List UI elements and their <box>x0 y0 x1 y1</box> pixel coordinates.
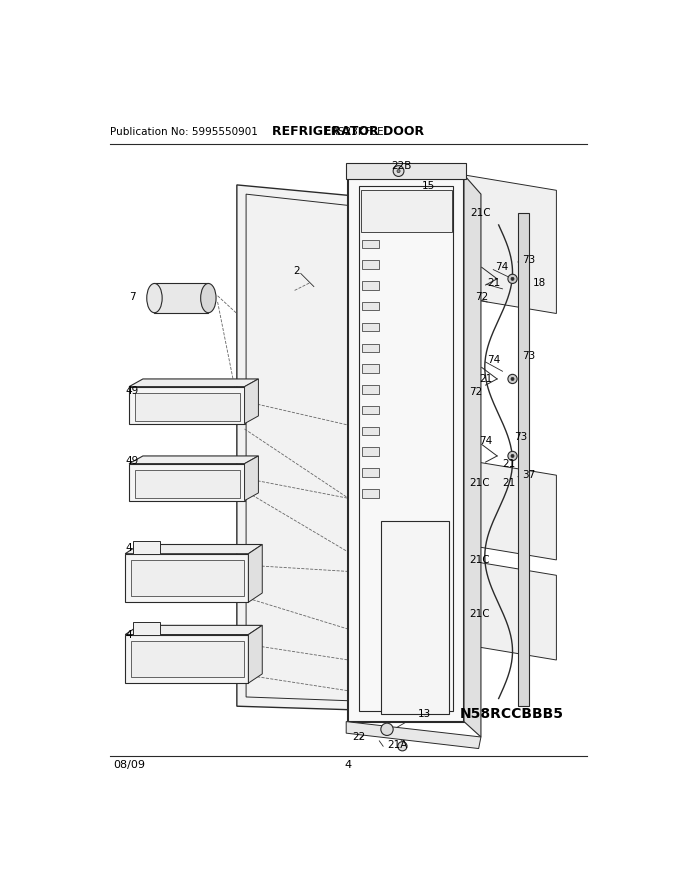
Text: 2: 2 <box>293 266 300 276</box>
Bar <box>362 364 379 373</box>
Circle shape <box>508 374 517 384</box>
Text: 21: 21 <box>487 278 500 288</box>
Bar <box>518 213 528 706</box>
Polygon shape <box>464 175 556 313</box>
Bar <box>362 260 379 269</box>
Circle shape <box>511 454 514 458</box>
Ellipse shape <box>147 283 162 312</box>
Text: 21C: 21C <box>469 555 490 565</box>
Polygon shape <box>464 459 556 560</box>
Text: 22B: 22B <box>391 161 411 171</box>
Polygon shape <box>464 175 481 737</box>
Text: 4: 4 <box>345 759 352 770</box>
Text: 21: 21 <box>503 458 515 469</box>
Bar <box>362 447 379 456</box>
Text: 73: 73 <box>514 432 527 442</box>
Polygon shape <box>125 545 262 554</box>
Bar <box>362 281 379 290</box>
Polygon shape <box>245 456 258 501</box>
Text: 73: 73 <box>522 351 535 361</box>
Text: 72: 72 <box>469 387 483 397</box>
Bar <box>362 427 379 435</box>
Text: FRS23KF6E: FRS23KF6E <box>326 127 384 137</box>
Circle shape <box>381 723 393 736</box>
Text: 13: 13 <box>418 709 431 719</box>
Text: 7: 7 <box>129 291 136 302</box>
Polygon shape <box>245 379 258 423</box>
Bar <box>361 189 452 232</box>
Bar <box>362 406 379 414</box>
Text: 74: 74 <box>487 355 500 364</box>
Text: 21C: 21C <box>470 209 491 218</box>
Bar <box>362 489 379 497</box>
Polygon shape <box>133 621 160 634</box>
Text: REFRIGERATOR DOOR: REFRIGERATOR DOOR <box>273 125 424 138</box>
Text: 21C: 21C <box>469 478 490 488</box>
Text: 4: 4 <box>125 543 132 554</box>
Circle shape <box>398 742 407 751</box>
Text: 08/09: 08/09 <box>114 759 146 770</box>
Bar <box>135 470 240 497</box>
Polygon shape <box>129 464 245 501</box>
Bar <box>135 392 240 421</box>
Polygon shape <box>125 554 248 602</box>
Text: 22: 22 <box>352 732 366 742</box>
Text: 74: 74 <box>479 436 492 445</box>
Circle shape <box>511 277 514 281</box>
Text: 49: 49 <box>125 457 139 466</box>
Polygon shape <box>129 456 258 464</box>
Polygon shape <box>129 379 258 386</box>
Ellipse shape <box>201 283 216 312</box>
Circle shape <box>393 165 404 177</box>
Polygon shape <box>248 545 262 602</box>
Text: N58RCCBBB5: N58RCCBBB5 <box>460 707 564 721</box>
Bar <box>346 164 466 179</box>
Text: 21A: 21A <box>387 740 407 750</box>
Bar <box>362 239 379 248</box>
Bar <box>362 343 379 352</box>
Text: 72: 72 <box>475 291 489 302</box>
Bar <box>131 560 243 596</box>
Bar <box>154 283 208 312</box>
Polygon shape <box>125 626 262 634</box>
Circle shape <box>508 275 517 283</box>
Text: 4: 4 <box>125 630 132 641</box>
Circle shape <box>397 170 400 172</box>
Text: 49: 49 <box>125 385 139 395</box>
Bar <box>381 521 449 714</box>
Text: 21: 21 <box>503 478 515 488</box>
Circle shape <box>511 378 514 380</box>
Polygon shape <box>125 634 248 683</box>
Bar <box>362 468 379 477</box>
Text: 21C: 21C <box>469 609 490 619</box>
Polygon shape <box>133 540 160 554</box>
Bar <box>131 641 243 677</box>
Bar <box>362 323 379 331</box>
Text: 37: 37 <box>522 470 535 480</box>
Polygon shape <box>464 560 556 660</box>
Text: Publication No: 5995550901: Publication No: 5995550901 <box>109 127 258 137</box>
Polygon shape <box>248 626 262 683</box>
Text: 74: 74 <box>495 262 508 272</box>
Bar <box>362 302 379 311</box>
Bar <box>359 186 453 711</box>
Text: 15: 15 <box>422 181 435 192</box>
Polygon shape <box>129 386 245 423</box>
Circle shape <box>508 451 517 460</box>
Text: 21: 21 <box>479 374 492 384</box>
Bar <box>362 385 379 393</box>
Bar <box>348 175 464 722</box>
Text: 73: 73 <box>522 254 535 265</box>
Polygon shape <box>346 722 481 749</box>
Polygon shape <box>237 185 360 710</box>
Text: 18: 18 <box>533 278 547 288</box>
